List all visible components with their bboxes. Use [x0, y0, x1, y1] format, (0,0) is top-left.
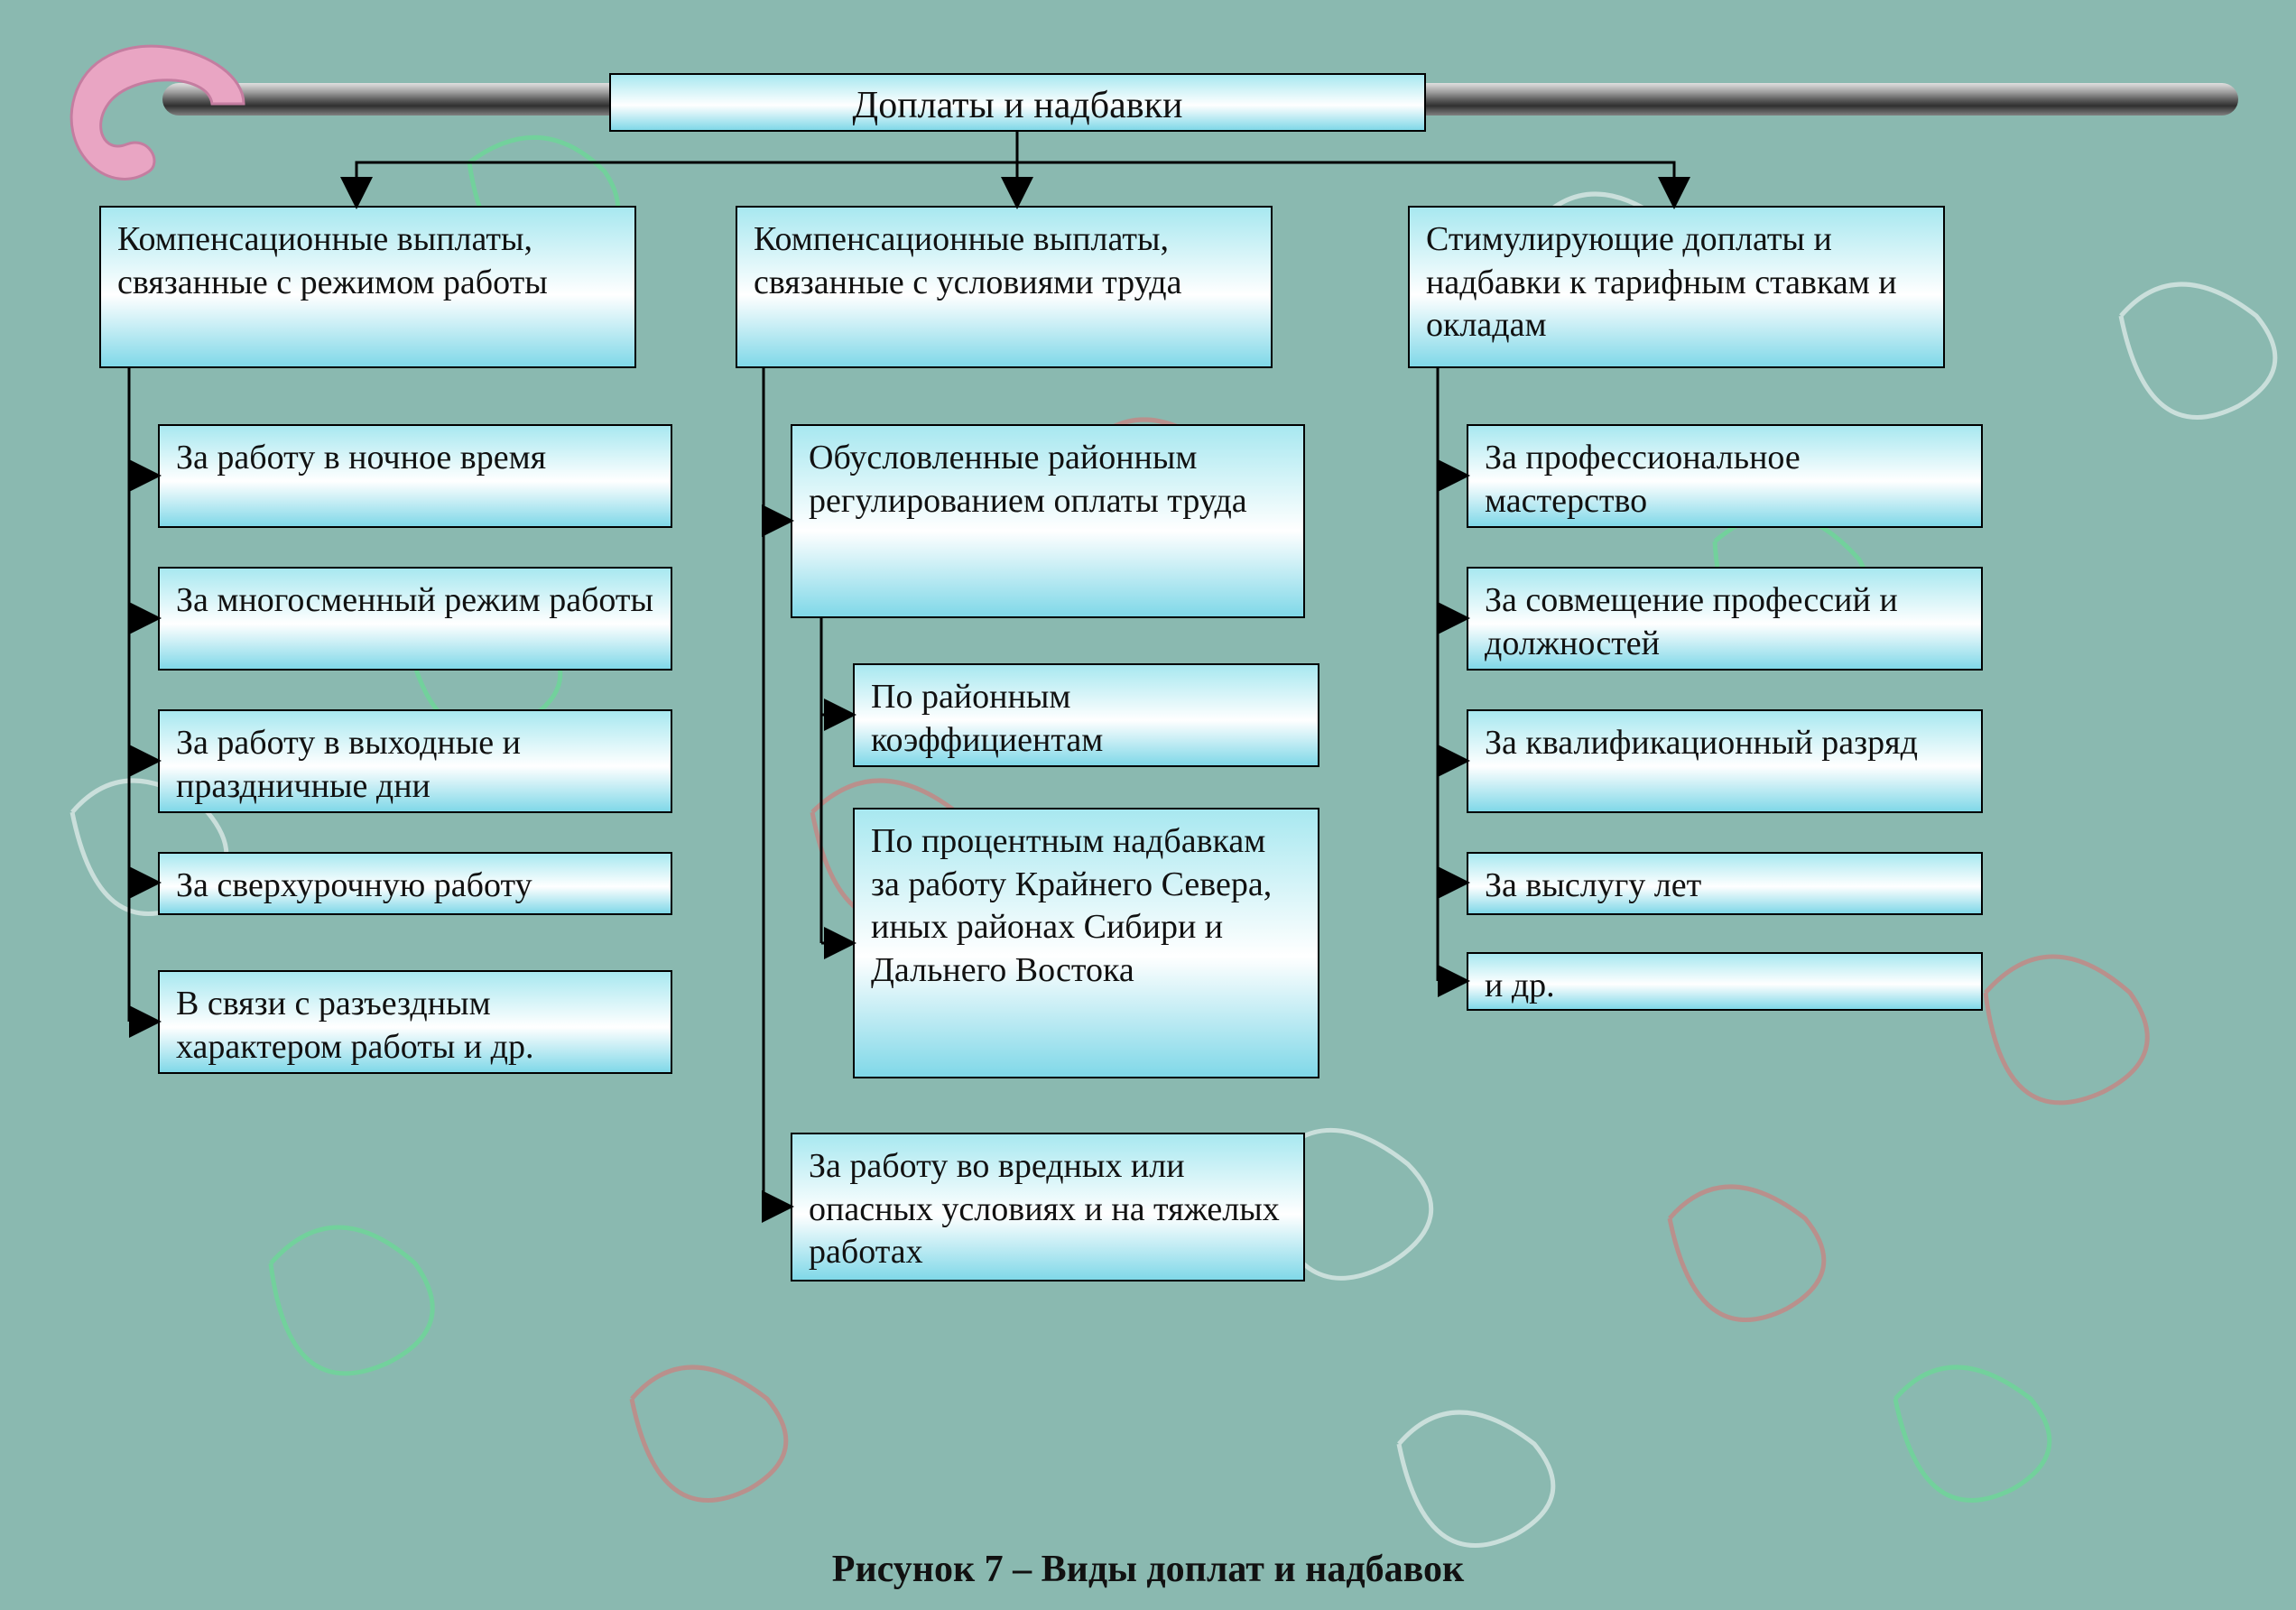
col3-item-4: и др. [1467, 952, 1983, 1011]
col1-item-0: За работу в ночное время [158, 424, 672, 528]
col2-subitem-1: По процентным надбавкам за работу Крайне… [853, 808, 1319, 1078]
col3-item-1: За совмещение профессий и должностей [1467, 567, 1983, 671]
figure-caption: Рисунок 7 – Виды доплат и надбавок [0, 1548, 2296, 1591]
col3-item-0: За профессиональное мастерство [1467, 424, 1983, 528]
col2-header: Компенсационные выплаты, связанные с усл… [736, 206, 1273, 368]
title-box: Доплаты и надбавки [609, 73, 1426, 132]
col1-header: Компенсационные выплаты, связанные с реж… [99, 206, 636, 368]
col2-item-0: Обусловленные районным регулированием оп… [791, 424, 1305, 618]
col1-item-3: За сверхурочную работу [158, 852, 672, 915]
col2-tail-0: За работу во вредных или опасных условия… [791, 1133, 1305, 1282]
col1-item-2: За работу в выходные и праздничные дни [158, 709, 672, 813]
col3-header: Стимулирующие доплаты и надбавки к тариф… [1408, 206, 1945, 368]
decor-cane [27, 27, 280, 208]
col3-item-3: За выслугу лет [1467, 852, 1983, 915]
col1-item-4: В связи с разъездным характером работы и… [158, 970, 672, 1074]
col3-item-2: За квалификационный разряд [1467, 709, 1983, 813]
col2-subitem-0: По районным коэффициентам [853, 663, 1319, 767]
col1-item-1: За многосменный режим работы [158, 567, 672, 671]
